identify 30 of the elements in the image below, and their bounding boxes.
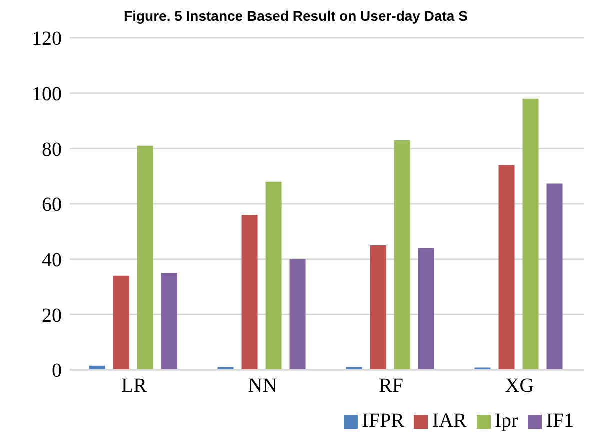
x-tick-label: LR [121, 375, 148, 398]
bar [370, 246, 386, 370]
bar [522, 98, 539, 370]
bar [242, 215, 258, 370]
x-tick-label: NN [248, 375, 278, 398]
y-tick-label: 120 [32, 28, 62, 50]
bar [418, 248, 434, 370]
bar [394, 140, 410, 370]
legend-label: IFPR [362, 410, 404, 432]
y-tick-label: 80 [42, 138, 62, 161]
legend-label: Ipr [494, 410, 518, 432]
bar [113, 276, 130, 370]
y-tick-label: 40 [42, 249, 62, 272]
bar [346, 367, 362, 370]
bar [290, 259, 306, 370]
bar [266, 182, 282, 370]
bar [137, 146, 154, 370]
x-tick-label: XG [505, 375, 534, 398]
bar [546, 184, 563, 370]
bar [498, 165, 515, 370]
y-tick-label: 100 [32, 83, 62, 106]
legend-label: IAR [432, 410, 467, 432]
chart-title: Figure. 5 Instance Based Result on User-day Data S [123, 8, 469, 26]
bar [218, 367, 234, 370]
y-tick-label: 20 [42, 304, 62, 327]
x-tick-label: RF [379, 375, 404, 398]
legend-label: IF1 [546, 410, 574, 432]
bar [161, 273, 178, 370]
y-tick-label: 60 [42, 194, 62, 216]
y-tick-label: 0 [52, 360, 62, 382]
